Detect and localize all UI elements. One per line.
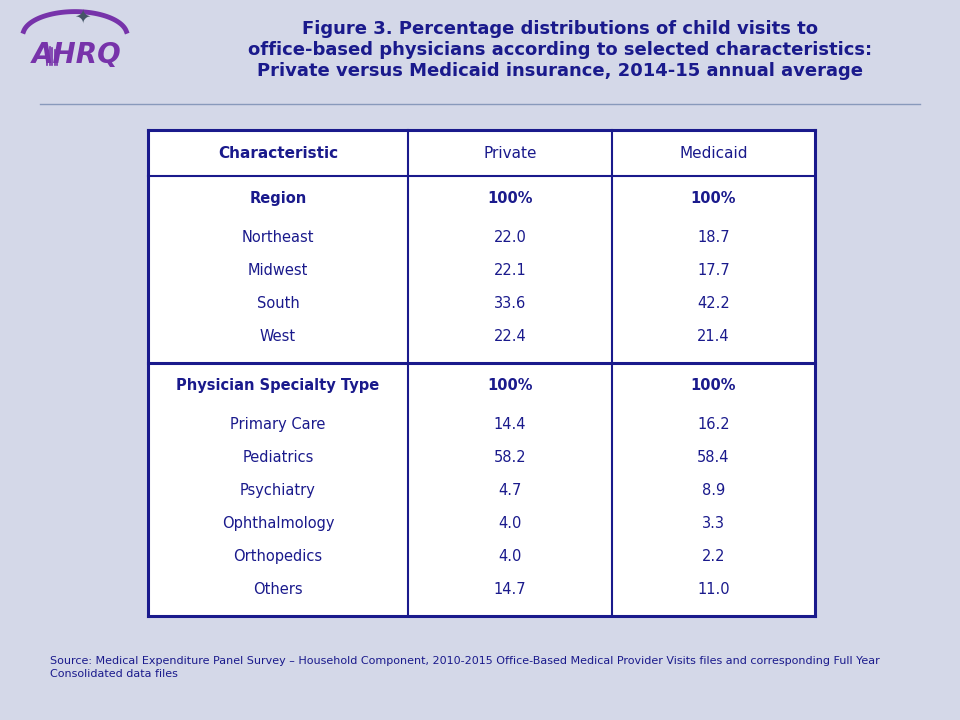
- Text: Others: Others: [253, 582, 302, 597]
- Text: office-based physicians according to selected characteristics:: office-based physicians according to sel…: [248, 41, 872, 59]
- Text: 4.7: 4.7: [498, 483, 521, 498]
- Bar: [148, 474, 815, 507]
- Bar: [148, 221, 815, 254]
- Text: 14.4: 14.4: [493, 417, 526, 432]
- Text: Private: Private: [483, 145, 537, 161]
- Text: Consolidated data files: Consolidated data files: [50, 669, 178, 679]
- Text: 22.4: 22.4: [493, 329, 526, 344]
- Text: AHRQ: AHRQ: [32, 41, 122, 69]
- Bar: [148, 254, 815, 287]
- Text: 3.3: 3.3: [702, 516, 725, 531]
- Text: Region: Region: [250, 191, 306, 206]
- Text: 22.0: 22.0: [493, 230, 526, 245]
- Bar: [148, 540, 815, 573]
- Text: Pediatrics: Pediatrics: [242, 450, 314, 465]
- Text: Primary Care: Primary Care: [230, 417, 325, 432]
- Text: Orthopedics: Orthopedics: [233, 549, 323, 564]
- Text: 4.0: 4.0: [498, 549, 521, 564]
- Text: Medicaid: Medicaid: [680, 145, 748, 161]
- Text: 58.2: 58.2: [493, 450, 526, 465]
- Text: Physician Specialty Type: Physician Specialty Type: [177, 378, 379, 393]
- Text: 8.9: 8.9: [702, 483, 725, 498]
- Bar: [148, 130, 815, 176]
- Text: Psychiatry: Psychiatry: [240, 483, 316, 498]
- Bar: [148, 363, 815, 408]
- Text: 11.0: 11.0: [697, 582, 730, 597]
- Text: 100%: 100%: [488, 191, 533, 206]
- Text: 100%: 100%: [691, 191, 736, 206]
- Text: 21.4: 21.4: [697, 329, 730, 344]
- Bar: [148, 507, 815, 540]
- Text: Midwest: Midwest: [248, 263, 308, 278]
- Bar: [148, 441, 815, 474]
- Text: South: South: [256, 296, 300, 311]
- Text: 2.2: 2.2: [702, 549, 725, 564]
- Text: 33.6: 33.6: [493, 296, 526, 311]
- Bar: [148, 130, 815, 616]
- Text: 22.1: 22.1: [493, 263, 526, 278]
- Text: 100%: 100%: [488, 378, 533, 393]
- Text: 58.4: 58.4: [697, 450, 730, 465]
- Text: 18.7: 18.7: [697, 230, 730, 245]
- Text: Characteristic: Characteristic: [218, 145, 338, 161]
- Bar: [148, 287, 815, 320]
- Text: Source: Medical Expenditure Panel Survey – Household Component, 2010-2015 Office: Source: Medical Expenditure Panel Survey…: [50, 656, 879, 666]
- Text: 14.7: 14.7: [493, 582, 526, 597]
- Bar: [148, 408, 815, 441]
- Text: West: West: [260, 329, 296, 344]
- Text: Private versus Medicaid insurance, 2014-15 annual average: Private versus Medicaid insurance, 2014-…: [257, 62, 863, 80]
- Text: 4.0: 4.0: [498, 516, 521, 531]
- Text: Northeast: Northeast: [242, 230, 314, 245]
- Text: 16.2: 16.2: [697, 417, 730, 432]
- Text: Figure 3. Percentage distributions of child visits to: Figure 3. Percentage distributions of ch…: [302, 20, 818, 38]
- Text: 100%: 100%: [691, 378, 736, 393]
- Bar: [148, 320, 815, 353]
- Text: Ophthalmology: Ophthalmology: [222, 516, 334, 531]
- Text: 42.2: 42.2: [697, 296, 730, 311]
- Bar: [148, 176, 815, 221]
- Text: 17.7: 17.7: [697, 263, 730, 278]
- Bar: [148, 573, 815, 606]
- Text: ✦: ✦: [74, 7, 90, 27]
